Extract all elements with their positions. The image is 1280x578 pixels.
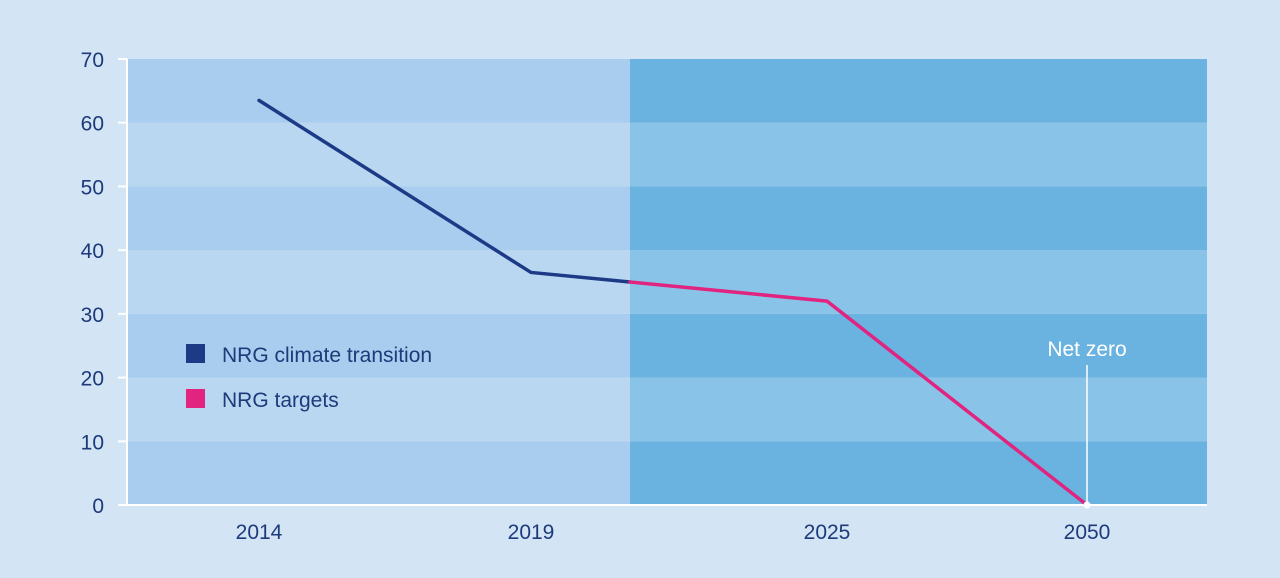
x-tick-label: 2050 xyxy=(1064,521,1111,544)
net-zero-marker xyxy=(1083,501,1091,509)
y-tick-label: 0 xyxy=(92,495,104,518)
y-tick-label: 60 xyxy=(81,113,104,136)
legend-label-climate-transition: NRG climate transition xyxy=(222,344,432,367)
history-band xyxy=(128,59,630,123)
y-tick-label: 70 xyxy=(81,49,104,72)
history-band xyxy=(128,441,630,505)
axes: 0 10 20 30 40 50 60 70 2014 2019 2025 2050 xyxy=(81,49,1207,544)
legend-swatch-climate-transition xyxy=(186,344,205,363)
target-band xyxy=(630,59,1207,123)
history-band xyxy=(128,186,630,251)
target-band xyxy=(630,441,1207,505)
series-lines xyxy=(257,98,1089,507)
background-bands xyxy=(128,59,1207,505)
history-band xyxy=(128,377,630,442)
legend-label-targets: NRG targets xyxy=(222,389,339,412)
history-band xyxy=(128,250,630,314)
y-tick-label: 30 xyxy=(81,304,104,327)
x-tick-label: 2014 xyxy=(236,521,283,544)
net-zero-label: Net zero xyxy=(1047,338,1126,361)
y-tick-label: 20 xyxy=(81,368,104,391)
legend-swatch-targets xyxy=(186,389,205,408)
y-tick-label: 10 xyxy=(81,431,104,454)
x-tick-label: 2019 xyxy=(508,521,555,544)
y-tick-label: 40 xyxy=(81,240,104,263)
target-band xyxy=(630,377,1207,442)
series-line-targets xyxy=(628,280,1089,507)
legend: NRG climate transition NRG targets xyxy=(186,344,432,412)
history-band xyxy=(128,313,630,378)
series-line-climate-transition xyxy=(257,98,632,284)
annotations: Net zero xyxy=(1047,338,1127,509)
target-band xyxy=(630,122,1207,187)
x-tick-label: 2025 xyxy=(804,521,851,544)
y-tick-label: 50 xyxy=(81,176,104,199)
target-band xyxy=(630,313,1207,378)
target-band xyxy=(630,250,1207,314)
target-band xyxy=(630,186,1207,251)
